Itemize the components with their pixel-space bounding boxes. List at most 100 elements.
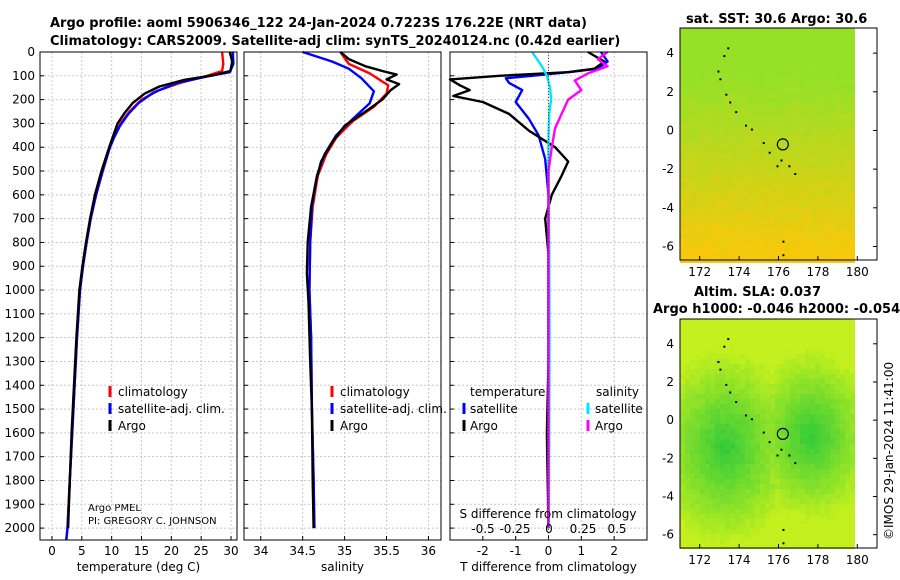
map-cell (845, 329, 850, 334)
map-cell (770, 379, 775, 384)
map-cell (705, 123, 710, 128)
map-cell (835, 113, 840, 118)
map-cell (765, 514, 770, 519)
map-cell (735, 38, 740, 43)
map-cell (850, 464, 855, 469)
map-cell (755, 464, 760, 469)
map-cell (790, 113, 795, 118)
map-cell (745, 429, 750, 434)
map-cell (760, 213, 765, 218)
map-cell (780, 489, 785, 494)
map-cell (790, 88, 795, 93)
map-cell (715, 539, 720, 544)
map-cell (735, 534, 740, 539)
x-tick-label: 174 (728, 553, 751, 567)
map-cell (750, 158, 755, 163)
map-cell (710, 123, 715, 128)
map-cell (715, 193, 720, 198)
map-cell (720, 208, 725, 213)
map-cell (720, 48, 725, 53)
map-cell (825, 233, 830, 238)
map-cell (745, 58, 750, 63)
map-cell (730, 248, 735, 253)
map-cell (690, 369, 695, 374)
map-cell (710, 118, 715, 123)
map-cell (805, 88, 810, 93)
legend-label: satellite-adj. clim. (340, 402, 447, 416)
map-cell (775, 173, 780, 178)
map-cell (710, 163, 715, 168)
map-cell (740, 28, 745, 33)
map-cell (740, 153, 745, 158)
map-cell (705, 419, 710, 424)
map-cell (730, 143, 735, 148)
map-cell (785, 509, 790, 514)
map-cell (820, 369, 825, 374)
map-cell (800, 399, 805, 404)
map-cell (725, 158, 730, 163)
map-cell (765, 344, 770, 349)
map-cell (765, 128, 770, 133)
map-cell (770, 63, 775, 68)
map-cell (795, 394, 800, 399)
map-cell (685, 459, 690, 464)
x-tick-label: 178 (806, 265, 829, 279)
map-cell (735, 203, 740, 208)
map-cell (720, 499, 725, 504)
map-cell (715, 324, 720, 329)
series-argo (66, 51, 234, 529)
map-cell (785, 439, 790, 444)
map-cell (745, 38, 750, 43)
map-cell (690, 429, 695, 434)
map-cell (800, 514, 805, 519)
map-cell (815, 83, 820, 88)
map-cell (690, 208, 695, 213)
title-line-2: Climatology: CARS2009. Satellite-adj cli… (50, 34, 620, 49)
map-cell (775, 58, 780, 63)
map-cell (735, 193, 740, 198)
map-cell (840, 354, 845, 359)
map-cell (770, 203, 775, 208)
map-cell (805, 98, 810, 103)
map-cell (760, 509, 765, 514)
map-cell (690, 108, 695, 113)
map-cell (715, 354, 720, 359)
map-cell (700, 494, 705, 499)
map-cell (775, 218, 780, 223)
map-cell (825, 173, 830, 178)
map-cell (790, 173, 795, 178)
map-cell (845, 439, 850, 444)
map-cell (730, 384, 735, 389)
map-cell (830, 514, 835, 519)
map-cell (745, 218, 750, 223)
map-cell (725, 143, 730, 148)
map-cell (705, 374, 710, 379)
map-cell (700, 93, 705, 98)
map-cell (715, 414, 720, 419)
map-cell (700, 419, 705, 424)
map-cell (820, 28, 825, 33)
map-cell (785, 198, 790, 203)
map-cell (845, 88, 850, 93)
map-cell (770, 494, 775, 499)
map-cell (780, 168, 785, 173)
map-cell (830, 399, 835, 404)
map-cell (750, 434, 755, 439)
map-cell (750, 188, 755, 193)
map-cell (730, 329, 735, 334)
map-cell (815, 404, 820, 409)
map-cell (735, 349, 740, 354)
map-cell (785, 118, 790, 123)
island (794, 173, 797, 175)
map-cell (685, 359, 690, 364)
map-cell (760, 183, 765, 188)
map-cell (715, 208, 720, 213)
map-cell (690, 379, 695, 384)
map-cell (845, 444, 850, 449)
map-cell (695, 349, 700, 354)
map-cell (825, 198, 830, 203)
map-cell (775, 158, 780, 163)
map-cell (800, 434, 805, 439)
map-cell (810, 519, 815, 524)
map-cell (740, 534, 745, 539)
